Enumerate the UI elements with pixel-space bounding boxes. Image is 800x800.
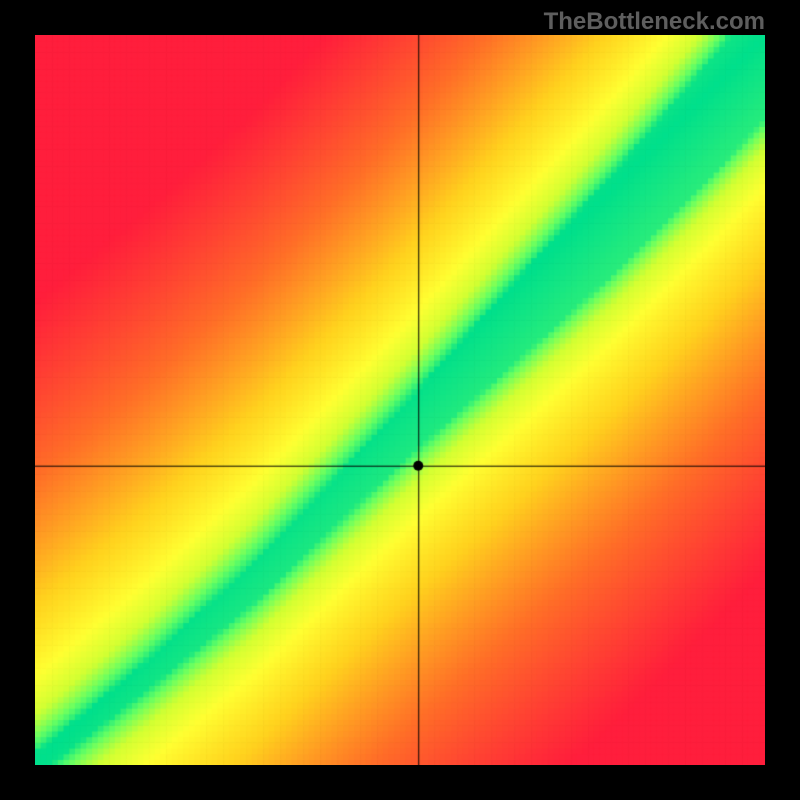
watermark-text: TheBottleneck.com <box>544 8 765 36</box>
bottleneck-heatmap <box>35 35 765 765</box>
